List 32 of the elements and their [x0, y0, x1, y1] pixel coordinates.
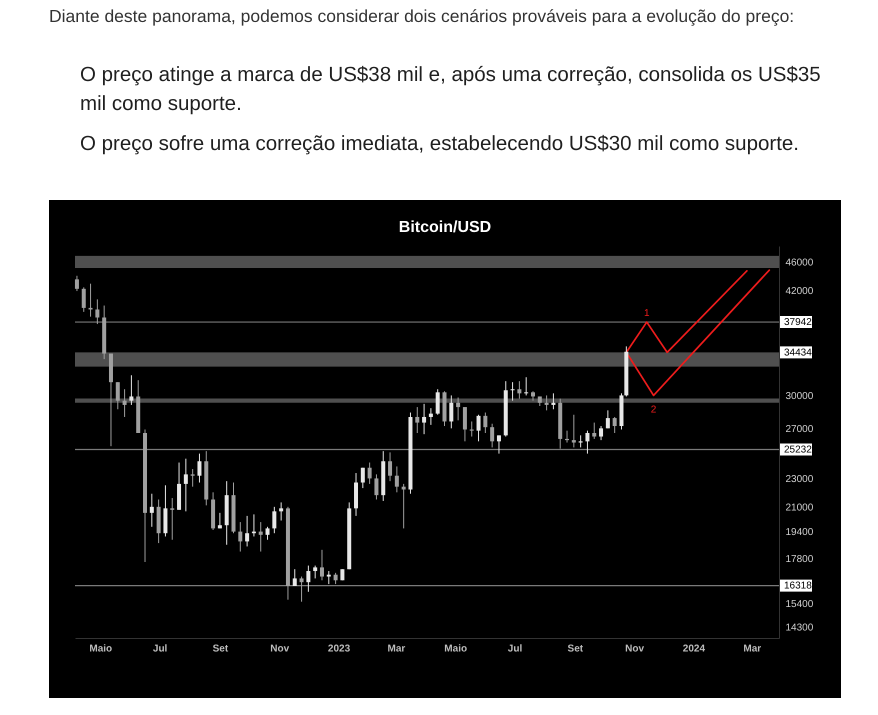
annotation: 2	[650, 404, 657, 416]
y-tick-label: 21000	[786, 502, 814, 514]
x-tick-label: Jul	[508, 644, 522, 654]
ref-line-label: 25232	[784, 444, 812, 456]
x-tick-label: Set	[568, 644, 584, 654]
x-tick-label: 2023	[328, 644, 351, 654]
ref-line-label: 16318	[784, 580, 812, 592]
annotation: 1	[644, 308, 650, 320]
y-tick-label: 30000	[786, 390, 814, 402]
y-tick-label: 42000	[786, 286, 814, 297]
y-tick-label: 14300	[786, 622, 814, 634]
x-tick-label: Nov	[270, 644, 290, 654]
x-tick-label: 2024	[682, 644, 706, 654]
x-tick-label: Nov	[625, 644, 644, 654]
y-tick-label: 17800	[786, 554, 814, 565]
ref-line-label: 37942	[784, 317, 812, 328]
y-tick-label: 19400	[786, 527, 814, 538]
x-tick-label: Mar	[743, 644, 762, 654]
text: O preço atinge a marca de US$38 mil e, após uma correção, consolida os US$35 mil como suporte.	[80, 63, 821, 115]
x-tick-label: Maio	[89, 644, 112, 654]
chart-title: Bitcoin/USD	[398, 219, 492, 236]
text: Diante deste panorama, podemos considerar dois cenários prováveis para a evolução do preço:	[49, 6, 794, 26]
band-label: 34434	[784, 347, 812, 358]
y-tick-label: 23000	[786, 474, 814, 485]
y-tick-label: 46000	[786, 257, 814, 268]
x-tick-label: Set	[212, 644, 229, 654]
text: O preço sofre uma correção imediata, estabelecendo US$30 mil como suporte.	[80, 132, 800, 155]
x-tick-label: Maio	[444, 644, 468, 654]
x-tick-label: Mar	[387, 644, 406, 654]
y-tick-label: 27000	[786, 424, 814, 435]
y-tick-label: 15400	[786, 599, 814, 610]
x-tick-label: Jul	[152, 644, 168, 654]
